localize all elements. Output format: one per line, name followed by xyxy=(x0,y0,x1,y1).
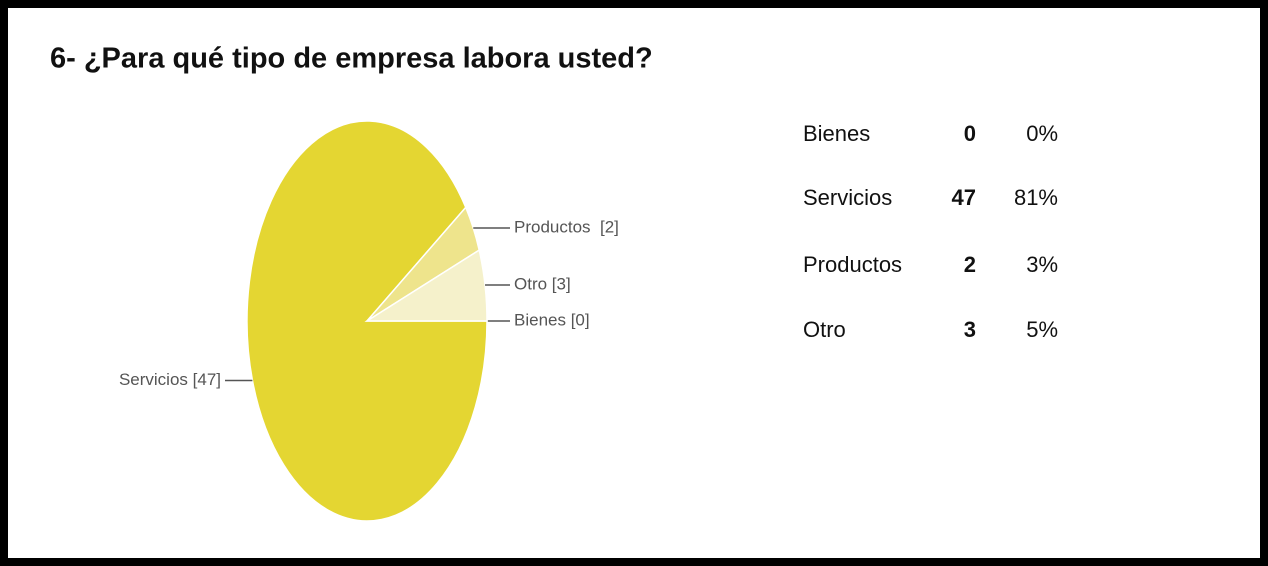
slice-label: Servicios [47] xyxy=(119,370,221,389)
table-percent: 5% xyxy=(1026,317,1058,342)
table-percent: 0% xyxy=(1026,121,1058,146)
slice-label: Productos [2] xyxy=(514,218,619,237)
table-name: Productos xyxy=(803,252,902,277)
table-percent: 3% xyxy=(1026,252,1058,277)
table-count: 0 xyxy=(964,121,976,146)
slice-label: Otro [3] xyxy=(514,274,571,293)
table-name: Servicios xyxy=(803,185,892,210)
table-count: 47 xyxy=(952,185,976,210)
chart-title: 6- ¿Para qué tipo de empresa labora uste… xyxy=(50,43,653,75)
slice-label: Bienes [0] xyxy=(514,310,590,329)
table-count: 2 xyxy=(964,252,976,277)
table-name: Otro xyxy=(803,317,846,342)
pie-slice xyxy=(364,248,488,322)
table-count: 3 xyxy=(964,317,976,342)
table-percent: 81% xyxy=(1014,185,1058,210)
table-name: Bienes xyxy=(803,121,870,146)
